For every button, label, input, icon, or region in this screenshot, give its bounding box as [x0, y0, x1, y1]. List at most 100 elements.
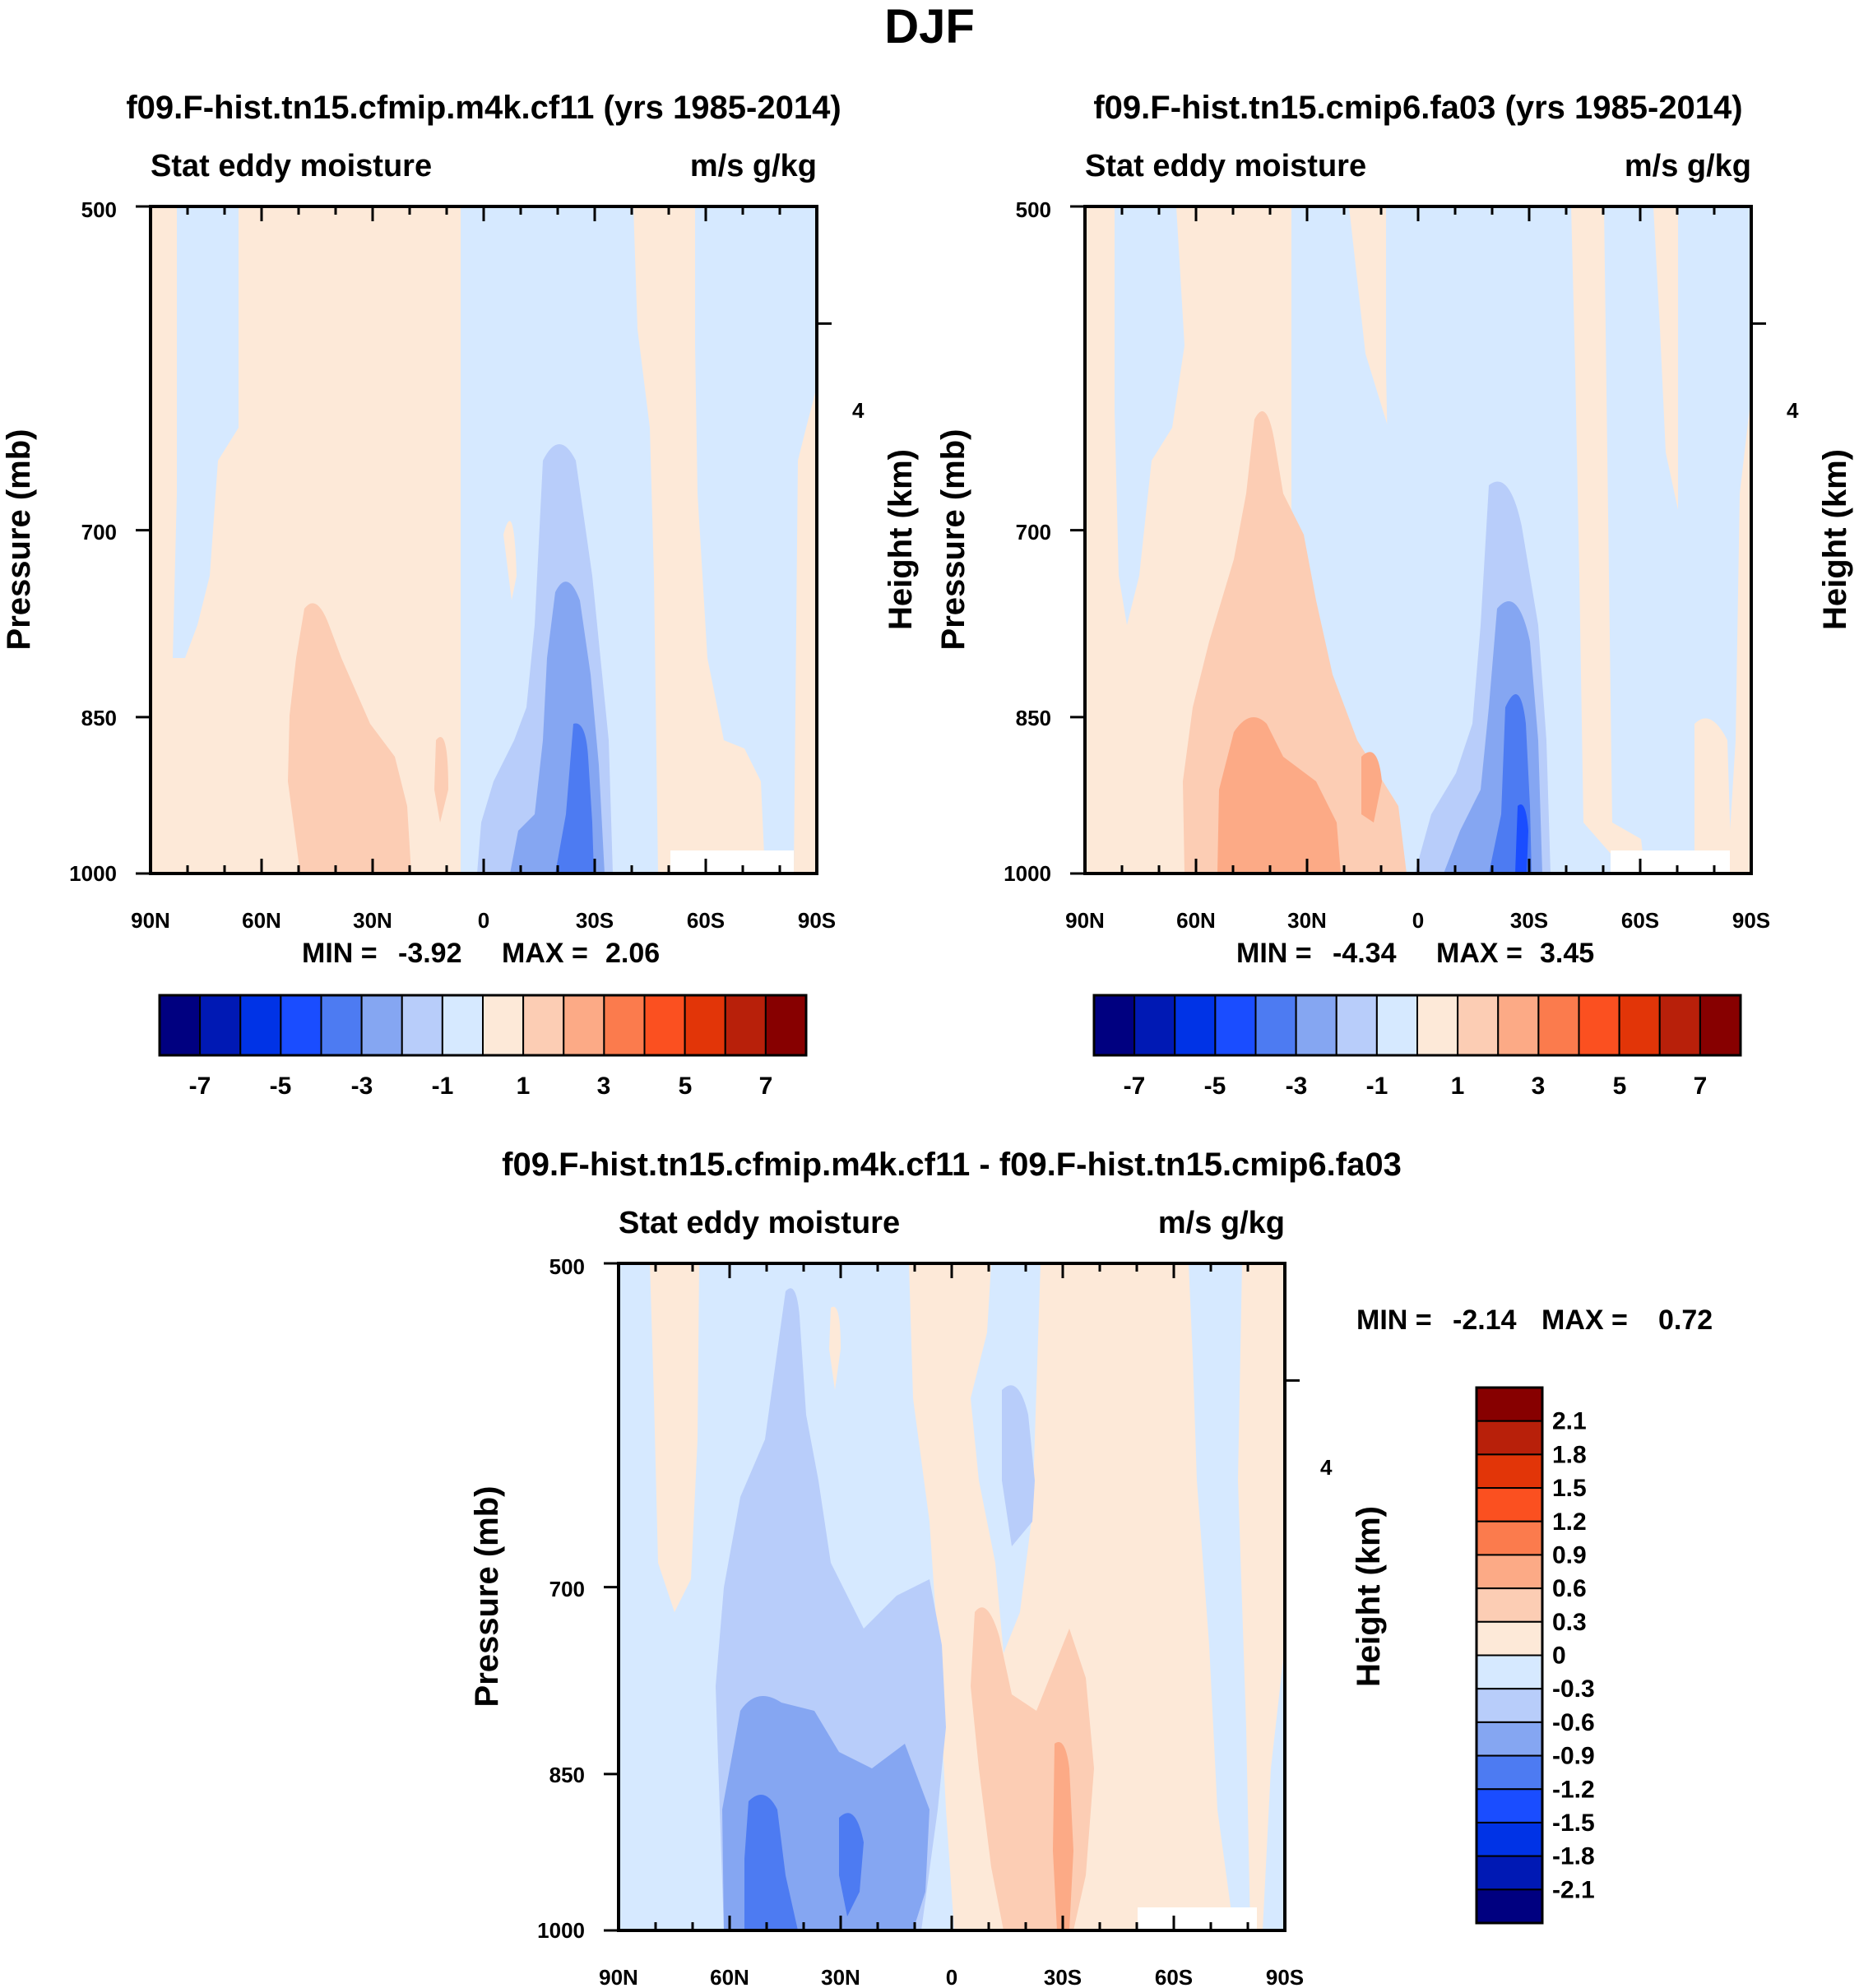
- colorbar-swatch: [1375, 994, 1418, 1056]
- contour-region-neg-level2b: [1002, 1385, 1035, 1546]
- colorbar-swatch: [1476, 1420, 1543, 1456]
- contour-region-neg-level4: [555, 723, 594, 874]
- colorbar-swatch: [1658, 994, 1701, 1056]
- colorbar-swatch: [1476, 1520, 1543, 1556]
- colorbar-label: -3: [351, 1073, 373, 1100]
- max-label: MAX =: [1436, 938, 1523, 969]
- colorbar-swatch: [1416, 994, 1459, 1056]
- stats-line: MIN = -4.34 MAX = 3.45: [1236, 938, 1594, 969]
- contour-field: [619, 1263, 1285, 1930]
- colorbar: [158, 994, 808, 1057]
- colorbar-label: -1.2: [1552, 1776, 1595, 1803]
- x-tick-label: 90N: [131, 908, 170, 933]
- max-value: 0.72: [1658, 1304, 1713, 1336]
- colorbar-swatch: [280, 994, 322, 1056]
- colorbar-swatch: [1476, 1688, 1543, 1723]
- y-axis-label: Pressure (mb): [469, 1486, 505, 1708]
- x-tick-label: 60N: [242, 908, 281, 933]
- tick-marks: [136, 205, 832, 875]
- masked-corner: [670, 850, 794, 874]
- colorbar-label: -3: [1286, 1073, 1308, 1100]
- contour-region-pos-sliver: [434, 737, 448, 823]
- colorbar-label: 2.1: [1552, 1408, 1587, 1435]
- colorbar-label: 1.8: [1552, 1441, 1587, 1468]
- y-right-tick-label: 4: [1320, 1455, 1333, 1480]
- colorbar-label: 3: [597, 1073, 611, 1100]
- colorbar-frame: [1475, 1386, 1544, 1925]
- colorbar-label: 1: [517, 1073, 531, 1100]
- y-tick-label: 850: [549, 1763, 585, 1787]
- x-tick-label: 90N: [1065, 908, 1105, 933]
- colorbar-swatch: [1476, 1888, 1543, 1924]
- masked-corner: [1611, 850, 1730, 874]
- contour-region-pos-island: [503, 521, 517, 600]
- colorbar-label: 1: [1451, 1073, 1465, 1100]
- colorbar-swatch: [1093, 994, 1136, 1056]
- x-tick-label: 30N: [1287, 908, 1327, 933]
- contour-region-neg-level5: [1515, 804, 1528, 874]
- contour-field: [1085, 206, 1751, 874]
- colorbar-swatch: [563, 994, 605, 1056]
- y-tick-label: 500: [81, 197, 117, 222]
- contour-region-pos-gap: [1573, 206, 1608, 461]
- min-label: MIN =: [1236, 938, 1312, 969]
- colorbar-frame: [1092, 994, 1742, 1057]
- contour-field: [151, 206, 817, 874]
- x-tick-label: 60S: [687, 908, 725, 933]
- colorbar-swatch: [1214, 994, 1257, 1056]
- colorbar-swatch: [1133, 994, 1176, 1056]
- y-right-axis-label: Height (km): [1817, 449, 1853, 630]
- contour-region-pos-core: [288, 603, 411, 874]
- colorbar-label: -5: [1204, 1073, 1226, 1100]
- colorbar-label: 7: [759, 1073, 773, 1100]
- y-tick-label: 700: [1016, 520, 1051, 544]
- x-tick-label: 30S: [576, 908, 614, 933]
- colorbar-swatch: [603, 994, 646, 1056]
- min-value: -2.14: [1453, 1304, 1517, 1336]
- colorbar-swatch: [684, 994, 726, 1056]
- max-value: 2.06: [605, 938, 660, 969]
- colorbar-swatch: [1476, 1855, 1543, 1891]
- colorbar-swatch: [1476, 1620, 1543, 1657]
- contour-region-neg-level4: [744, 1795, 798, 1930]
- colorbar-swatch: [1295, 994, 1337, 1056]
- x-tick-label: 60N: [1176, 908, 1216, 933]
- contour-region-pos-right: [1694, 718, 1732, 874]
- variable-label: Stat eddy moisture: [1085, 149, 1366, 183]
- colorbar-label: -2.1: [1552, 1876, 1595, 1903]
- colorbar-label: 3: [1532, 1073, 1546, 1100]
- colorbar-label: -1.8: [1552, 1843, 1595, 1870]
- x-tick-label: 30N: [821, 1965, 860, 1988]
- colorbar-swatch: [522, 994, 565, 1056]
- colorbar-label: -1: [432, 1073, 454, 1100]
- variable-label: Stat eddy moisture: [151, 149, 432, 183]
- y-tick-label: 700: [549, 1577, 585, 1601]
- colorbar-swatch: [1578, 994, 1620, 1056]
- x-tick-label: 90S: [1266, 1965, 1304, 1988]
- contour-region-pos-level3: [1217, 717, 1341, 874]
- colorbar-swatch: [1497, 994, 1540, 1056]
- contour-region-pos-island: [829, 1306, 841, 1390]
- colorbar-swatch: [360, 994, 403, 1056]
- contour-region-pos-sliver: [1361, 752, 1382, 823]
- colorbar-swatch: [1537, 994, 1580, 1056]
- colorbar-swatch: [1476, 1654, 1543, 1690]
- contour-region-pos-level3: [1053, 1742, 1073, 1930]
- colorbar-label: 5: [1613, 1073, 1627, 1100]
- colorbar-label: -0.3: [1552, 1675, 1595, 1703]
- colorbar-label: 0.9: [1552, 1541, 1587, 1569]
- y-tick-label: 1000: [537, 1918, 585, 1943]
- stats-line: MIN = -2.14 MAX = 0.72: [1356, 1304, 1713, 1336]
- colorbar-swatch: [401, 994, 443, 1056]
- colorbar-swatch: [482, 994, 525, 1056]
- y-right-tick-label: 4: [1787, 398, 1799, 423]
- masked-corner: [1138, 1907, 1257, 1930]
- colorbar-labels: 2.1 1.8 1.5 1.2 0.9 0.6 0.3 0 -0.3 -0.6 -0.9 -1.2 -1…: [1552, 1408, 1595, 1904]
- contour-region-neg-left: [173, 206, 239, 658]
- colorbar: [1475, 1386, 1544, 1925]
- min-value: -4.34: [1333, 938, 1397, 969]
- colorbar-swatch: [320, 994, 363, 1056]
- panel-difference: f09.F-hist.tn15.cfmip.m4k.cf11 - f09.F-h…: [469, 1147, 1713, 1988]
- y-tick-label: 850: [81, 706, 117, 730]
- x-tick-label: 0: [1412, 908, 1424, 933]
